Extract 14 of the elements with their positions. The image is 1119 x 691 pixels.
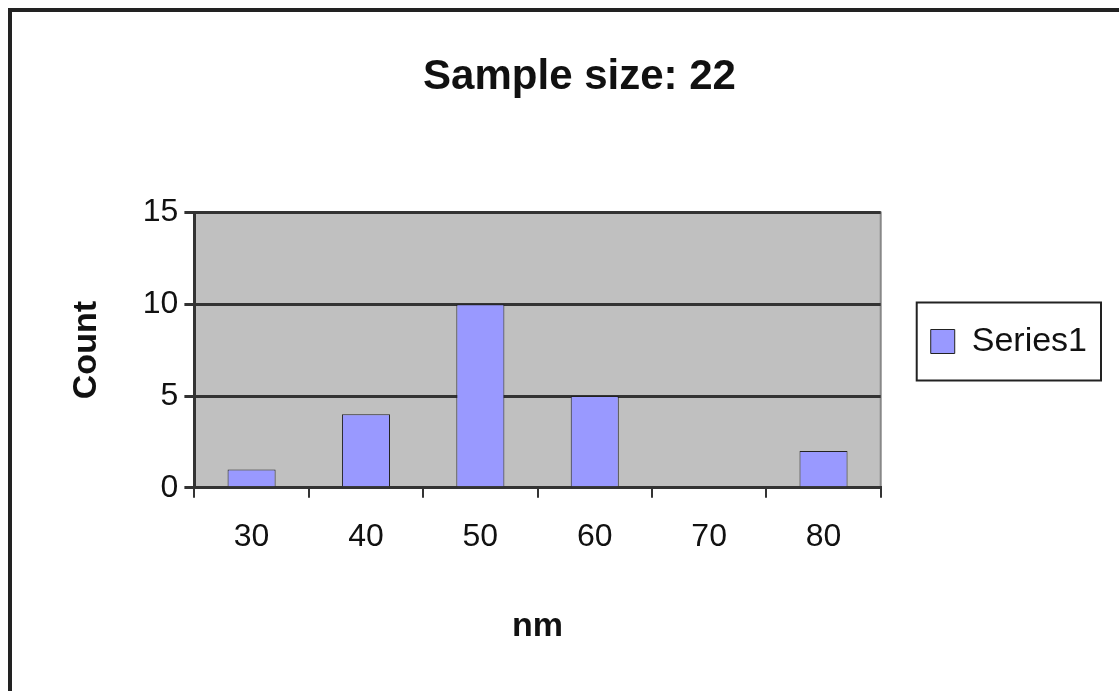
y-tick-label: 5 xyxy=(160,375,179,412)
y-tick-label: 0 xyxy=(160,467,179,504)
x-tick-label: 40 xyxy=(348,516,384,553)
y-tick-label: 15 xyxy=(142,192,179,229)
y-axis-title: Count xyxy=(64,301,103,400)
x-tick-label: 80 xyxy=(805,516,842,553)
legend-label: Series1 xyxy=(971,319,1087,358)
chart-title: Sample size: 22 xyxy=(423,50,736,98)
x-axis-title: nm xyxy=(512,604,564,643)
x-tick-label: 70 xyxy=(691,516,727,553)
x-tick-label: 30 xyxy=(233,516,270,553)
y-tick-label: 10 xyxy=(142,284,179,321)
x-tick-label: 60 xyxy=(576,516,613,553)
x-tick-label: 50 xyxy=(462,516,499,553)
